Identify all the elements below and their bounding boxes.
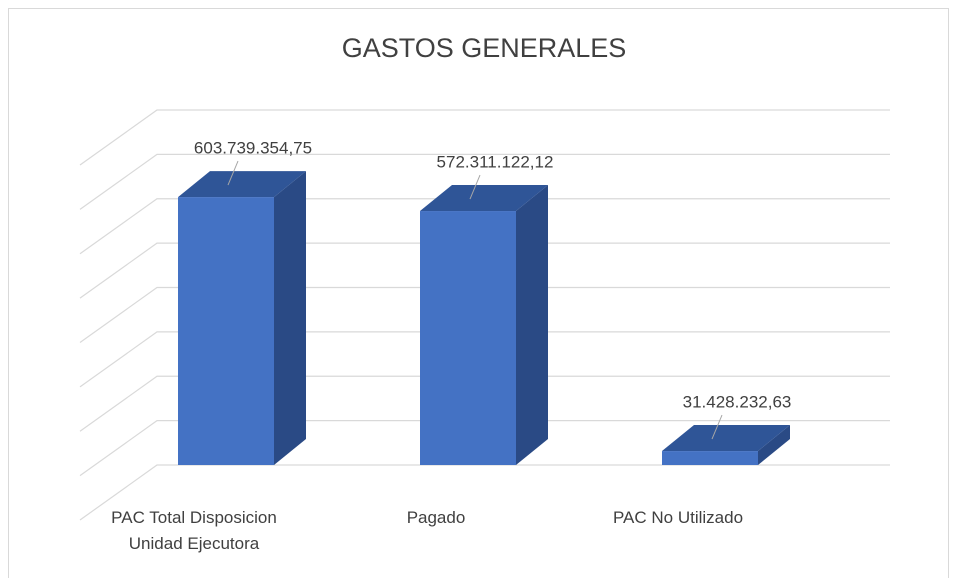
grid-line: [79, 464, 890, 521]
leader-line: [711, 414, 723, 440]
chart-frame: [8, 8, 949, 578]
chart-title: GASTOS GENERALES: [342, 33, 627, 63]
bar: [420, 211, 516, 465]
x-tick-label: PAC Total Disposicion Unidad Ejecutora: [111, 508, 277, 553]
bar: [178, 197, 274, 465]
data-label: 572.311.122,12: [437, 153, 554, 172]
grid-line: [79, 109, 890, 166]
grid-line: [79, 242, 890, 299]
bar-side: [758, 425, 790, 465]
data-label: 31.428.232,63: [683, 393, 792, 412]
bar-side: [274, 171, 306, 465]
grid-line: [79, 420, 890, 477]
leader-line: [227, 160, 239, 186]
grid-line: [79, 375, 890, 432]
x-tick-label: PAC No Utilizado: [612, 508, 744, 527]
x-tick-label: Pagado: [406, 508, 466, 527]
grid-line: [79, 198, 890, 255]
bar-top: [662, 425, 790, 452]
grid-line: [79, 286, 890, 343]
grid-line: [79, 153, 890, 210]
bar-side: [516, 185, 548, 466]
bar-top: [178, 171, 306, 198]
bar-top: [420, 185, 548, 212]
bar: [662, 451, 758, 465]
grid-line: [79, 331, 890, 388]
data-label: 603.739.354,75: [194, 139, 312, 158]
leader-line: [469, 174, 481, 200]
